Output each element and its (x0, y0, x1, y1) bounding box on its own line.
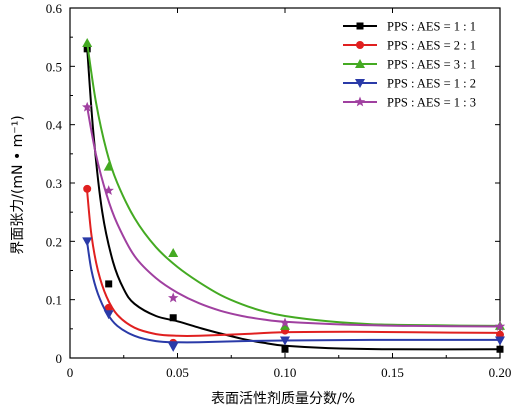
y-tick-label: 0.4 (46, 118, 63, 133)
data-point (105, 280, 113, 288)
legend-item: PPS : AES = 2 : 1 (343, 39, 476, 53)
data-point (82, 38, 93, 47)
y-tick-label: 0.1 (46, 293, 62, 308)
legend-marker (355, 79, 365, 88)
x-tick-label: 0.15 (381, 365, 404, 380)
data-point (103, 161, 114, 171)
x-tick-label: 0 (67, 365, 74, 380)
legend-label: PPS : AES = 1 : 1 (387, 20, 476, 34)
series-5 (82, 101, 506, 331)
data-point (82, 101, 93, 112)
legend-label: PPS : AES = 2 : 1 (387, 39, 476, 53)
data-point (169, 314, 177, 322)
series-1 (83, 45, 504, 353)
data-point (495, 336, 505, 346)
fit-curve (86, 242, 501, 344)
data-point (496, 345, 504, 353)
data-point (280, 320, 290, 330)
y-axis-title: 界面张力/(mN • m⁻¹) (10, 115, 26, 255)
data-point (103, 185, 114, 195)
legend-marker (356, 41, 364, 49)
x-tick-label: 0.20 (489, 365, 512, 380)
plot-area (69, 7, 506, 359)
legend-item: PPS : AES = 1 : 2 (343, 77, 476, 91)
fit-curve (86, 191, 501, 338)
data-point (280, 336, 290, 346)
x-axis-title: 表面活性剂质量分数/% (211, 391, 355, 407)
y-tick-label: 0.6 (46, 1, 63, 16)
data-point (168, 292, 179, 303)
y-tick-label: 0.5 (46, 59, 62, 74)
x-axis: 0 0.05 0.10 0.15 0.20 (67, 8, 512, 380)
series-3 (82, 38, 505, 330)
y-tick-label: 0.2 (46, 234, 62, 249)
legend-marker (355, 59, 365, 68)
legend-marker (356, 22, 364, 30)
y-tick-label: 0 (56, 351, 63, 366)
fit-curve (86, 48, 501, 351)
y-axis: 0 0.1 0.2 0.3 0.4 0.5 0.6 (46, 1, 500, 366)
y-tick-label: 0.3 (46, 176, 62, 191)
legend-marker (354, 96, 366, 107)
legend: PPS : AES = 1 : 1 PPS : AES = 2 : 1 PPS : … (343, 20, 476, 110)
data-point (281, 345, 289, 353)
legend-item: PPS : AES = 3 : 1 (343, 58, 476, 72)
data-point (103, 310, 114, 320)
legend-item: PPS : AES = 1 : 1 (343, 20, 476, 34)
series-4 (82, 237, 505, 352)
data-point (494, 321, 506, 331)
legend-item: PPS : AES = 1 : 3 (343, 96, 476, 110)
x-tick-label: 0.05 (166, 365, 189, 380)
legend-label: PPS : AES = 1 : 3 (387, 96, 476, 110)
data-point (82, 237, 93, 247)
data-point (104, 303, 113, 312)
legend-label: PPS : AES = 1 : 2 (387, 77, 476, 91)
legend-label: PPS : AES = 3 : 1 (387, 58, 476, 72)
data-point (168, 342, 179, 352)
fit-curve (86, 107, 501, 328)
data-point (83, 184, 92, 193)
x-tick-label: 0.10 (274, 365, 297, 380)
data-point (168, 248, 179, 257)
data-point (279, 317, 291, 328)
